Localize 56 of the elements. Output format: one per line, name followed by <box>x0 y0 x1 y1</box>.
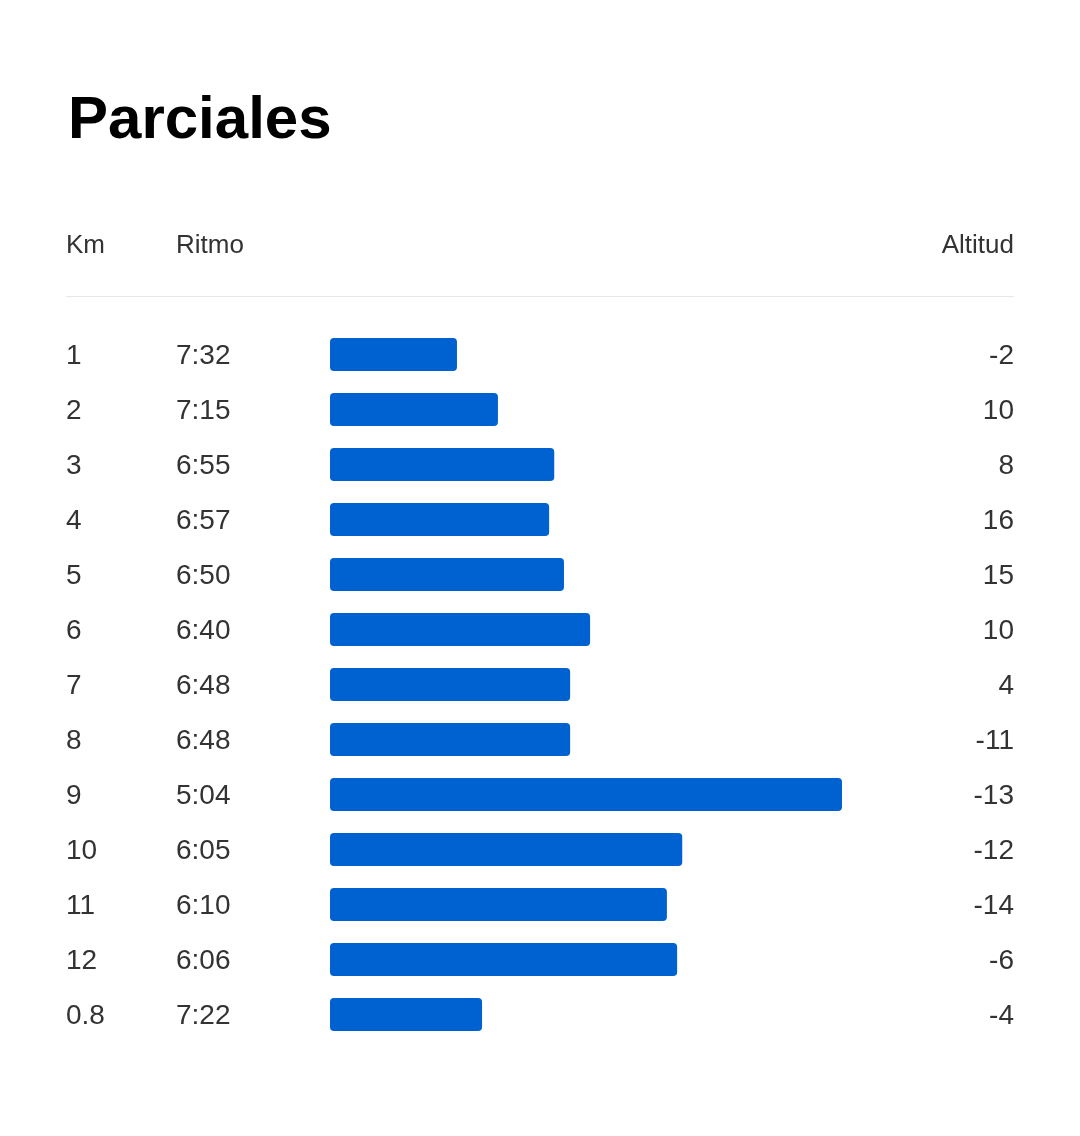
y-tick-label: 10 <box>66 834 98 865</box>
text: -11 <box>975 724 1014 755</box>
text: 5:04 <box>176 779 231 810</box>
bar <box>330 888 667 921</box>
text: 7:32 <box>176 339 231 370</box>
y-tick-label: 9 <box>66 779 82 810</box>
text: 15 <box>982 559 1014 590</box>
bar <box>330 558 564 591</box>
bar <box>330 613 591 646</box>
bar <box>330 448 555 481</box>
text: -2 <box>989 339 1014 370</box>
text: -4 <box>989 999 1014 1030</box>
text: 10 <box>982 614 1014 645</box>
text: Ritmo <box>176 228 244 260</box>
bar <box>330 943 678 976</box>
bar <box>330 998 483 1031</box>
text: 10 <box>982 394 1014 425</box>
text: 6:50 <box>176 559 231 590</box>
y-tick-label: 8 <box>66 724 82 755</box>
text: 8 <box>998 449 1014 480</box>
bar <box>330 503 550 536</box>
bar <box>330 723 571 756</box>
text: 6:48 <box>176 724 231 755</box>
text: 6:48 <box>176 669 231 700</box>
bar <box>330 338 457 371</box>
y-tick-label: 12 <box>66 944 98 975</box>
text: 16 <box>982 504 1014 535</box>
y-tick-label: 11 <box>66 889 96 920</box>
text: 6:55 <box>176 449 231 480</box>
chart-title: Parciales <box>68 83 332 153</box>
y-tick-label: 5 <box>66 559 82 590</box>
y-tick-label: 2 <box>66 394 82 425</box>
y-tick-label: 3 <box>66 449 82 480</box>
text: -13 <box>973 779 1014 810</box>
text: 6:40 <box>176 614 231 645</box>
y-axis-title: Km <box>66 228 105 260</box>
y-tick-label: 0.8 <box>66 999 105 1030</box>
bar <box>330 778 842 811</box>
bar <box>330 833 683 866</box>
y-tick-label: 7 <box>66 669 82 700</box>
y-tick-label: 6 <box>66 614 82 645</box>
y-tick-label: 1 <box>66 339 82 370</box>
text: 6:10 <box>176 889 231 920</box>
text: 7:22 <box>176 999 231 1030</box>
text: 7:15 <box>176 394 231 425</box>
text: 6:57 <box>176 504 231 535</box>
y-tick-label: 4 <box>66 504 82 535</box>
text: 6:06 <box>176 944 231 975</box>
text: -6 <box>989 944 1014 975</box>
text: Altitud <box>941 228 1014 260</box>
bar <box>330 393 498 426</box>
text: 4 <box>998 669 1014 700</box>
text: 6:05 <box>176 834 231 865</box>
bar <box>330 668 571 701</box>
text: -14 <box>973 889 1014 920</box>
text: -12 <box>973 834 1014 865</box>
